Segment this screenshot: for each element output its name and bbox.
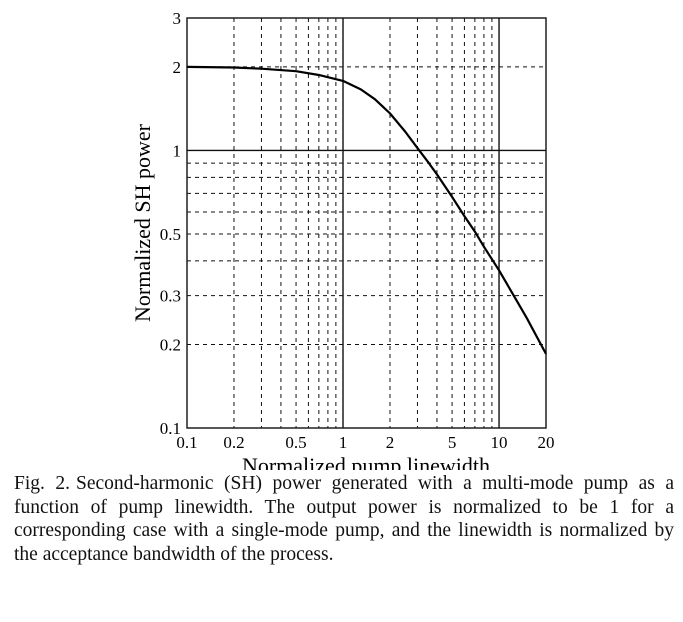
grid-layer: [187, 18, 546, 428]
y-tick-label: 3: [173, 9, 182, 28]
y-tick-label: 2: [173, 58, 182, 77]
y-axis-label: Normalized SH power: [130, 123, 155, 322]
x-tick-label: 0.2: [223, 433, 244, 452]
figure-caption: Fig. 2. Second-harmonic (SH) power genera…: [14, 472, 674, 566]
curve-layer: [186, 65, 547, 355]
chart-figure: 0.1 0.2 0.5 1 2 5 10 20 0.1 0.2 0.3 0.5 1 2 3 Normaliz…: [130, 9, 555, 478]
series-line: [186, 65, 547, 355]
y-tick-label: 0.2: [160, 335, 181, 354]
y-tick-label: 0.3: [160, 287, 181, 306]
chart-svg: 0.1 0.2 0.5 1 2 5 10 20 0.1 0.2 0.3 0.5 1 2 3 Normaliz…: [130, 9, 555, 478]
x-tick-label: 5: [448, 433, 457, 452]
y-tick-label: 0.1: [160, 419, 181, 438]
x-tick-label: 1: [339, 433, 348, 452]
x-tick-label: 0.1: [176, 433, 197, 452]
x-tick-label: 0.5: [285, 433, 306, 452]
caption-text: Second-harmonic (SH) power generated wit…: [14, 473, 675, 565]
y-tick-label: 1: [173, 141, 182, 160]
y-tick-label: 0.5: [160, 225, 181, 244]
tick-labels: 0.1 0.2 0.5 1 2 5 10 20 0.1 0.2 0.3 0.5 1 2 3: [160, 9, 555, 452]
x-tick-label: 20: [538, 433, 555, 452]
x-axis-label: Normalized pump linewidth: [242, 453, 490, 470]
plot-frame: [186, 17, 547, 429]
x-tick-label: 2: [386, 433, 395, 452]
caption-label: Fig. 2.: [14, 473, 71, 494]
x-tick-label: 10: [491, 433, 508, 452]
